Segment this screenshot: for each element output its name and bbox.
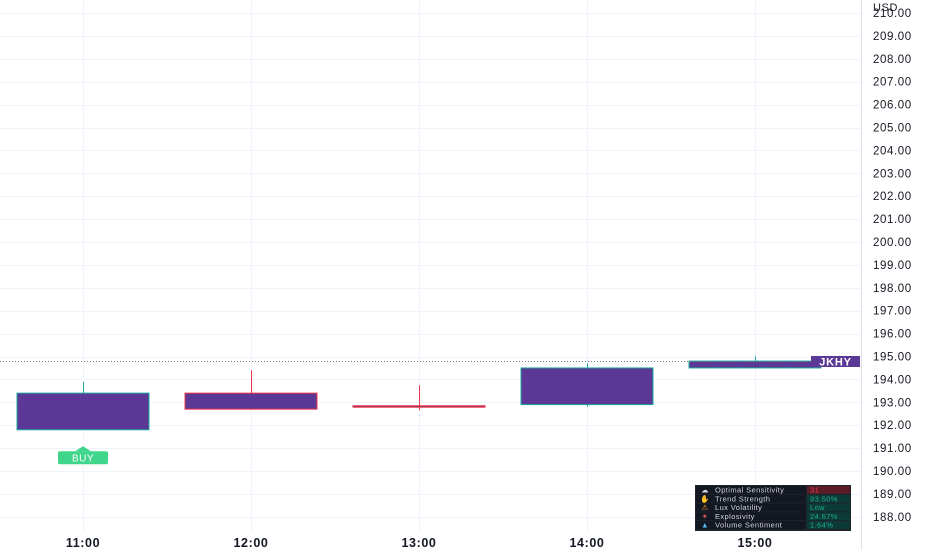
dashboard-value-cell <box>807 521 850 529</box>
price-tick-label: 203.00 <box>873 168 912 180</box>
dashboard-label-cell <box>696 494 806 503</box>
trend-strength-icon: ✋ <box>700 494 710 503</box>
buy-signal-text: BUY <box>72 453 94 464</box>
price-tick-label: 198.00 <box>873 283 912 295</box>
dashboard-value: 93.50% <box>810 494 838 503</box>
currency-label: USD <box>873 2 898 14</box>
dashboard-label: Volume Sentiment <box>715 521 783 530</box>
dashboard-label-cell <box>696 503 806 512</box>
price-tick-label: 199.00 <box>873 260 912 272</box>
ticker-badge-box <box>811 356 860 367</box>
dashboard-value: 31 <box>810 486 819 495</box>
dashboard-label-cell <box>696 521 806 529</box>
price-tick-label: 210.00 <box>873 8 912 20</box>
time-tick-label: 13:00 <box>402 536 437 550</box>
price-tick-label: 201.00 <box>873 214 912 226</box>
candle-body[interactable] <box>16 392 150 431</box>
dashboard-row: ⚠ Lux Volatility Low <box>696 503 850 512</box>
volume-sentiment-icon: ▲ <box>701 521 709 530</box>
dashboard-label: Trend Strength <box>715 494 770 503</box>
price-tick-label: 204.00 <box>873 145 912 157</box>
price-tick-label: 208.00 <box>873 54 912 66</box>
dashboard-label-cell <box>696 512 806 521</box>
explosivity-icon: ✶ <box>702 512 709 521</box>
price-tick-label: 202.00 <box>873 191 912 203</box>
buy-signal-box <box>58 451 108 465</box>
dashboard-value-cell <box>807 486 850 494</box>
time-tick-label: 12:00 <box>234 536 269 550</box>
optimal-sensitivity-icon: ☁ <box>701 486 709 495</box>
dashboard-label-cell <box>696 486 806 494</box>
price-tick-label: 206.00 <box>873 100 912 112</box>
dashboard-value: Low <box>810 503 825 512</box>
dashboard-label: Optimal Sensitivity <box>715 486 784 495</box>
candle-1500[interactable] <box>688 356 822 369</box>
grid-lines <box>0 0 861 533</box>
candle-1300[interactable] <box>352 385 486 411</box>
dashboard-table: ☁ Optimal Sensitivity 31 ✋ Trend Strength 93.… <box>695 485 851 531</box>
dashboard-value: 1.64% <box>810 521 833 530</box>
buy-signal-label: BUY <box>58 446 108 465</box>
price-tick-label: 207.00 <box>873 77 912 89</box>
dashboard-row: ✋ Trend Strength 93.50% <box>696 494 850 503</box>
dashboard-row: ☁ Optimal Sensitivity 31 <box>696 486 850 495</box>
candles[interactable] <box>16 356 822 431</box>
candle-1400[interactable] <box>520 363 654 407</box>
price-tick-label: 195.00 <box>873 352 912 364</box>
ticker-badge: JKHY <box>811 356 860 369</box>
candle-body[interactable] <box>352 405 486 408</box>
price-tick-label: 188.00 <box>873 512 912 524</box>
price-tick-label: 190.00 <box>873 466 912 478</box>
dashboard-row: ▲ Volume Sentiment 1.64% <box>696 521 850 530</box>
time-axis[interactable]: 11:00 12:00 13:00 14:00 15:00 <box>66 536 773 550</box>
lux-volatility-icon: ⚠ <box>701 503 708 512</box>
dashboard-value-cell <box>807 512 850 521</box>
price-tick-label: 192.00 <box>873 420 912 432</box>
dashboard-value: 24.67% <box>810 512 838 521</box>
dashboard-row: ✶ Explosivity 24.67% <box>696 512 850 521</box>
dashboard-value-cell <box>807 503 850 512</box>
price-tick-label: 197.00 <box>873 306 912 318</box>
candle-1200[interactable] <box>184 370 318 410</box>
ticker-badge-label: JKHY <box>819 357 852 369</box>
time-tick-label: 11:00 <box>66 536 100 550</box>
buy-signal-pointer <box>75 446 91 452</box>
candle-body[interactable] <box>688 360 822 369</box>
price-tick-label: 191.00 <box>873 443 912 455</box>
price-tick-label: 200.00 <box>873 237 912 249</box>
price-tick-label: 189.00 <box>873 489 912 501</box>
price-axis-background[interactable] <box>861 0 932 533</box>
price-tick-label: 193.00 <box>873 397 912 409</box>
candle-body[interactable] <box>520 367 654 406</box>
candle-body[interactable] <box>184 392 318 410</box>
price-tick-label: 196.00 <box>873 329 912 341</box>
dashboard-label: Explosivity <box>715 512 755 521</box>
price-tick-label: 194.00 <box>873 374 912 386</box>
price-tick-label: 205.00 <box>873 123 912 135</box>
time-tick-label: 15:00 <box>738 536 773 550</box>
price-tick-label: 209.00 <box>873 31 912 43</box>
candle-1100[interactable] <box>16 381 150 431</box>
dashboard-label: Lux Volatility <box>715 503 762 512</box>
dashboard-value-cell <box>807 494 850 503</box>
signals: BUY <box>58 446 108 465</box>
time-tick-label: 14:00 <box>570 536 605 550</box>
